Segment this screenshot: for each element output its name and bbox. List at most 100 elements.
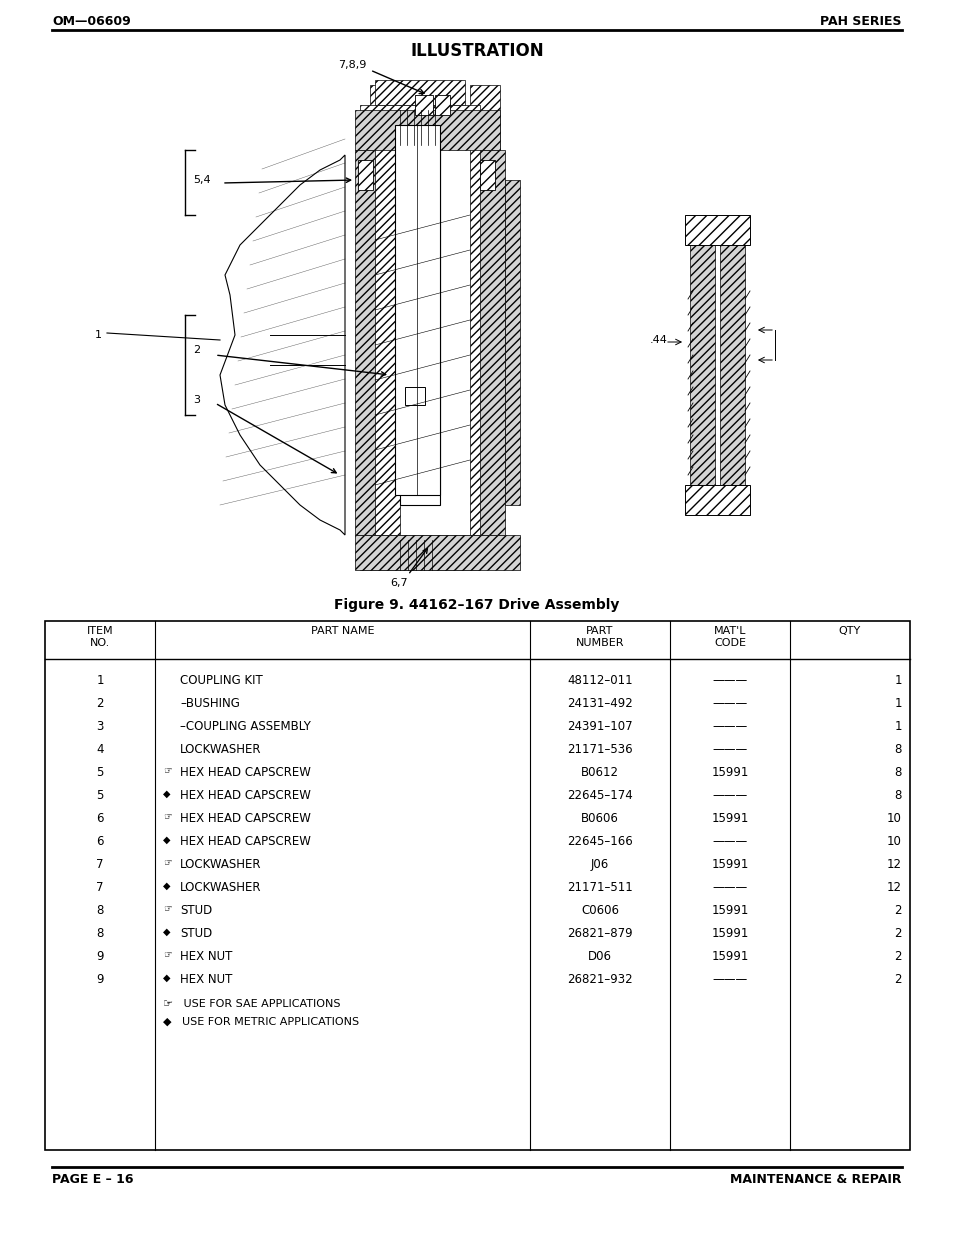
Text: 3: 3 <box>96 720 104 734</box>
Text: 48112–011: 48112–011 <box>567 674 632 687</box>
Text: 26821–932: 26821–932 <box>567 973 632 986</box>
Text: 7: 7 <box>96 881 104 894</box>
Text: ILLUSTRATION: ILLUSTRATION <box>410 42 543 61</box>
Text: 9: 9 <box>96 950 104 963</box>
Text: HEX HEAD CAPSCREW: HEX HEAD CAPSCREW <box>180 835 311 848</box>
Text: 12: 12 <box>886 881 901 894</box>
Text: –BUSHING: –BUSHING <box>180 697 239 710</box>
Bar <box>689 235 714 485</box>
Text: 6,7: 6,7 <box>390 578 407 588</box>
Text: 6: 6 <box>96 811 104 825</box>
Bar <box>355 535 519 571</box>
Text: LOCKWASHER: LOCKWASHER <box>180 881 261 894</box>
Text: 15991: 15991 <box>711 904 748 918</box>
Bar <box>395 125 439 495</box>
Bar <box>45 621 909 1150</box>
Bar <box>504 180 519 505</box>
Text: ———: ——— <box>712 743 747 756</box>
Text: MAINTENANCE & REPAIR: MAINTENANCE & REPAIR <box>730 1173 901 1186</box>
Text: ☞   USE FOR SAE APPLICATIONS: ☞ USE FOR SAE APPLICATIONS <box>163 999 340 1009</box>
Text: 9: 9 <box>96 973 104 986</box>
Text: 6: 6 <box>96 835 104 848</box>
Text: 1: 1 <box>894 697 901 710</box>
Polygon shape <box>220 156 345 535</box>
Bar <box>370 85 399 535</box>
Bar <box>399 125 439 505</box>
Text: 7: 7 <box>96 858 104 871</box>
Text: ☞: ☞ <box>163 858 172 868</box>
Text: QTY: QTY <box>838 626 861 636</box>
Text: 15991: 15991 <box>711 927 748 940</box>
Text: MAT'L
CODE: MAT'L CODE <box>713 626 745 648</box>
Text: ———: ——— <box>712 720 747 734</box>
Text: ◆: ◆ <box>163 927 171 937</box>
Bar <box>410 390 428 405</box>
Text: 15991: 15991 <box>711 811 748 825</box>
Text: 22645–166: 22645–166 <box>566 835 632 848</box>
Text: 15991: 15991 <box>711 766 748 779</box>
Text: HEX NUT: HEX NUT <box>180 950 233 963</box>
Text: Figure 9. 44162–167 Drive Assembly: Figure 9. 44162–167 Drive Assembly <box>334 598 619 613</box>
Bar <box>479 161 495 190</box>
Text: ———: ——— <box>712 973 747 986</box>
Text: ———: ——— <box>712 789 747 802</box>
Text: 4: 4 <box>96 743 104 756</box>
Text: 1: 1 <box>894 720 901 734</box>
Text: 21171–536: 21171–536 <box>567 743 632 756</box>
Text: 8: 8 <box>894 789 901 802</box>
Text: ———: ——— <box>712 674 747 687</box>
Text: J06: J06 <box>590 858 608 871</box>
Bar <box>359 105 479 144</box>
Text: PART NAME: PART NAME <box>311 626 374 636</box>
Text: 8: 8 <box>96 927 104 940</box>
Bar <box>359 535 479 571</box>
Text: HEX HEAD CAPSCREW: HEX HEAD CAPSCREW <box>180 789 311 802</box>
Text: 5: 5 <box>96 766 104 779</box>
Text: COUPLING KIT: COUPLING KIT <box>180 674 262 687</box>
Text: ◆: ◆ <box>163 973 171 983</box>
Text: .44: .44 <box>649 335 667 345</box>
Bar <box>720 235 744 485</box>
Text: ☞: ☞ <box>163 766 172 776</box>
Text: ◆: ◆ <box>163 881 171 890</box>
Text: ———: ——— <box>712 697 747 710</box>
Bar <box>684 485 749 515</box>
Text: STUD: STUD <box>180 927 212 940</box>
Text: ☞: ☞ <box>163 950 172 960</box>
Bar <box>355 149 375 535</box>
Text: 2: 2 <box>96 697 104 710</box>
Text: 2: 2 <box>894 927 901 940</box>
Text: 2: 2 <box>894 904 901 918</box>
Bar <box>355 110 499 149</box>
Text: 15991: 15991 <box>711 950 748 963</box>
Text: HEX HEAD CAPSCREW: HEX HEAD CAPSCREW <box>180 811 311 825</box>
Text: 1: 1 <box>96 674 104 687</box>
Text: 24391–107: 24391–107 <box>567 720 632 734</box>
Text: 3: 3 <box>193 395 200 405</box>
Bar <box>479 149 504 535</box>
Text: 2: 2 <box>894 973 901 986</box>
Text: 24131–492: 24131–492 <box>566 697 632 710</box>
Text: ITEM
NO.: ITEM NO. <box>87 626 113 648</box>
Text: 1: 1 <box>95 330 102 340</box>
Text: B0612: B0612 <box>580 766 618 779</box>
Text: ———: ——— <box>712 881 747 894</box>
Text: 15991: 15991 <box>711 858 748 871</box>
Text: 26821–879: 26821–879 <box>567 927 632 940</box>
Text: 21171–511: 21171–511 <box>566 881 632 894</box>
Text: PART
NUMBER: PART NUMBER <box>576 626 623 648</box>
Bar <box>470 85 499 535</box>
Text: ◆: ◆ <box>163 789 171 799</box>
Text: ◆   USE FOR METRIC APPLICATIONS: ◆ USE FOR METRIC APPLICATIONS <box>163 1016 358 1028</box>
Text: 2: 2 <box>193 345 200 354</box>
Bar <box>357 161 373 190</box>
Text: 7,8,9: 7,8,9 <box>337 61 366 70</box>
Text: C0606: C0606 <box>580 904 618 918</box>
Text: LOCKWASHER: LOCKWASHER <box>180 743 261 756</box>
Text: 2: 2 <box>894 950 901 963</box>
Bar <box>684 215 749 245</box>
Text: ☞: ☞ <box>163 811 172 823</box>
Text: ☞: ☞ <box>163 904 172 914</box>
Text: ———: ——— <box>712 835 747 848</box>
Text: PAGE E – 16: PAGE E – 16 <box>52 1173 133 1186</box>
